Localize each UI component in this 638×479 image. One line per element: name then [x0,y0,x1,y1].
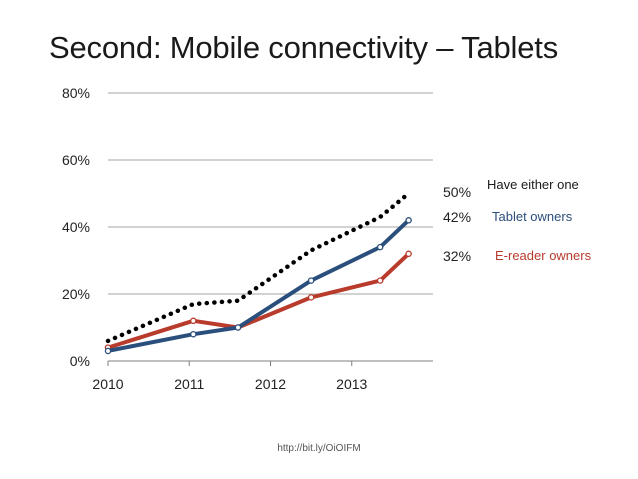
x-tick-label: 2010 [92,376,123,392]
data-point-tablet-owners [405,217,412,224]
y-tick-label: 20% [62,286,90,302]
end-value-label-have-either-one: 50% [443,184,471,200]
x-tick-label: 2013 [336,376,367,392]
legend-label-e-reader-owners: E-reader owners [495,248,592,263]
data-point-tablet-owners [234,324,242,331]
series-line-e-reader-owners [107,252,410,350]
legend-label-have-either-one: Have either one [487,177,579,192]
data-point-tablet-owners [104,347,112,355]
data-point-tablet-owners [190,330,197,338]
source-link[interactable]: http://bit.ly/OiOIFM [277,443,361,454]
legend-label-tablet-owners: Tablet owners [492,209,573,224]
x-tick-label: 2011 [174,376,204,392]
data-point-e-reader-owners [307,294,315,301]
data-point-e-reader-owners [405,250,412,258]
y-tick-label: 40% [62,219,90,235]
slide-title: Second: Mobile connectivity – Tablets [49,30,558,65]
data-point-e-reader-owners [190,317,197,325]
data-point-tablet-owners [376,243,384,251]
end-value-label-e-reader-owners: 32% [443,248,471,264]
y-tick-label: 60% [62,152,90,168]
x-tick-label: 2012 [255,376,286,392]
end-value-label-tablet-owners: 42% [443,209,471,225]
data-point-e-reader-owners [376,277,384,284]
data-point-tablet-owners [307,277,315,284]
series-line-tablet-owners [107,218,410,353]
y-tick-label: 0% [70,353,90,369]
series-line-have-either-one [105,191,411,344]
y-tick-label: 80% [62,85,90,101]
